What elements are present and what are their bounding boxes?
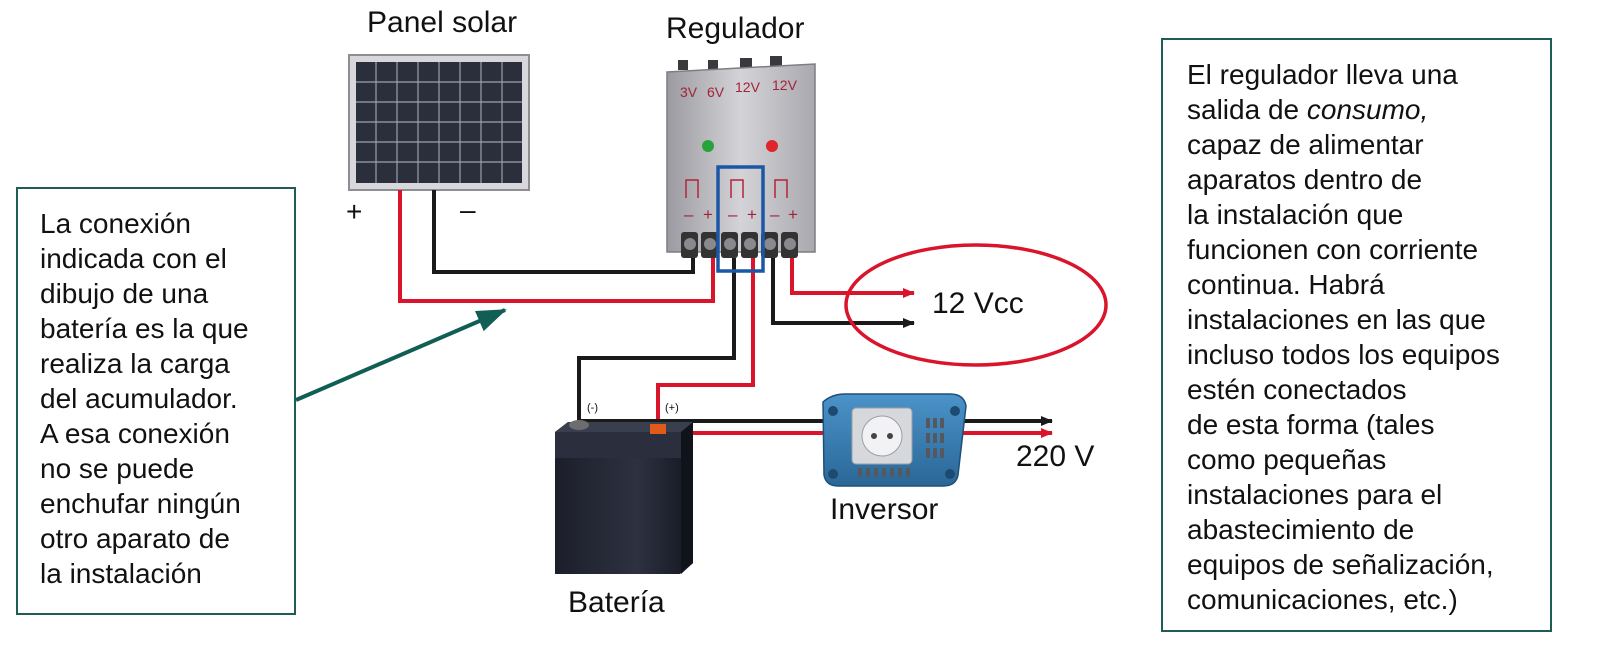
left-note-line: enchufar ningún	[40, 488, 241, 519]
left-note-line: batería es la que	[40, 313, 249, 344]
consumption-output-note: El regulador lleva una salida de consumo…	[1161, 38, 1552, 632]
left-note-line: realiza la carga	[40, 348, 230, 379]
battery-positive-terminal: (+)	[665, 402, 679, 414]
right-note-line: estén conectados	[1187, 374, 1407, 405]
regulator-plus-2: +	[747, 205, 757, 224]
right-note-line: de esta forma (tales	[1187, 409, 1435, 440]
battery-wires	[577, 258, 755, 425]
dc-output-label: 12 Vcc	[932, 287, 1024, 320]
panel-minus-label: –	[460, 194, 476, 225]
right-note-line: la instalación que	[1187, 199, 1404, 230]
panel-label: Panel solar	[367, 6, 518, 39]
right-note-prefix: salida de	[1187, 94, 1307, 125]
battery-negative-terminal: (-)	[587, 402, 598, 414]
right-note-line: instalaciones en las que	[1187, 304, 1486, 335]
panel-plus-label: +	[346, 196, 363, 227]
regulator-plus-3: +	[788, 205, 798, 224]
right-note-line: comunicaciones, etc.)	[1187, 584, 1458, 615]
right-note-line: abastecimiento de	[1187, 514, 1415, 545]
left-note-line: no se puede	[40, 453, 195, 484]
right-note-line: salida de consumo,	[1187, 92, 1550, 127]
load-wires	[771, 258, 915, 328]
regulator-minus-2: –	[728, 205, 738, 224]
solar-panel	[348, 54, 530, 191]
battery-connection-note: La conexión indicada con el dibujo de un…	[16, 187, 296, 615]
regulator-minus-3: –	[770, 205, 780, 224]
regulator-label: Regulador	[666, 12, 805, 45]
regulator-minus-1: –	[684, 205, 694, 224]
inverter	[822, 393, 967, 487]
right-note-line: incluso todos los equipos	[1187, 339, 1500, 370]
panel-wires	[398, 190, 715, 303]
note-pointer-arrow	[295, 308, 507, 402]
battery-connection-highlight	[716, 165, 765, 273]
regulator-voltage-3v: 3V	[680, 84, 698, 100]
regulator-voltage-12v-b: 12V	[772, 77, 798, 93]
battery-label: Batería	[568, 586, 665, 619]
regulator-voltage-12v-a: 12V	[735, 79, 761, 95]
right-note-line: capaz de alimentar	[1187, 129, 1424, 160]
ac-output-label: 220 V	[1016, 440, 1095, 473]
right-note-line: aparatos dentro de	[1187, 164, 1423, 195]
left-note-line: la instalación	[40, 558, 202, 589]
left-note-line: del acumulador.	[40, 383, 238, 414]
inverter-label: Inversor	[830, 493, 939, 526]
left-note-line: indicada con el	[40, 243, 227, 274]
right-note-line: como pequeñas	[1187, 444, 1387, 475]
regulator	[666, 56, 816, 258]
regulator-voltage-6v: 6V	[707, 84, 725, 100]
left-note-line: La conexión	[40, 208, 192, 239]
right-note-line: instalaciones para el	[1187, 479, 1443, 510]
right-note-emphasis: consumo,	[1306, 94, 1429, 125]
regulator-plus-1: +	[703, 205, 713, 224]
left-note-line: otro aparato de	[40, 523, 230, 554]
right-note-line: funcionen con corriente	[1187, 234, 1479, 265]
right-note-line: El regulador lleva una	[1187, 59, 1458, 90]
dc-output-ellipse	[844, 243, 1108, 367]
right-note-line: continua. Habrá	[1187, 269, 1385, 300]
left-note-line: A esa conexión	[40, 418, 230, 449]
right-note-line: equipos de señalización,	[1187, 549, 1494, 580]
battery	[555, 420, 693, 574]
left-note-line: dibujo de una	[40, 278, 209, 309]
